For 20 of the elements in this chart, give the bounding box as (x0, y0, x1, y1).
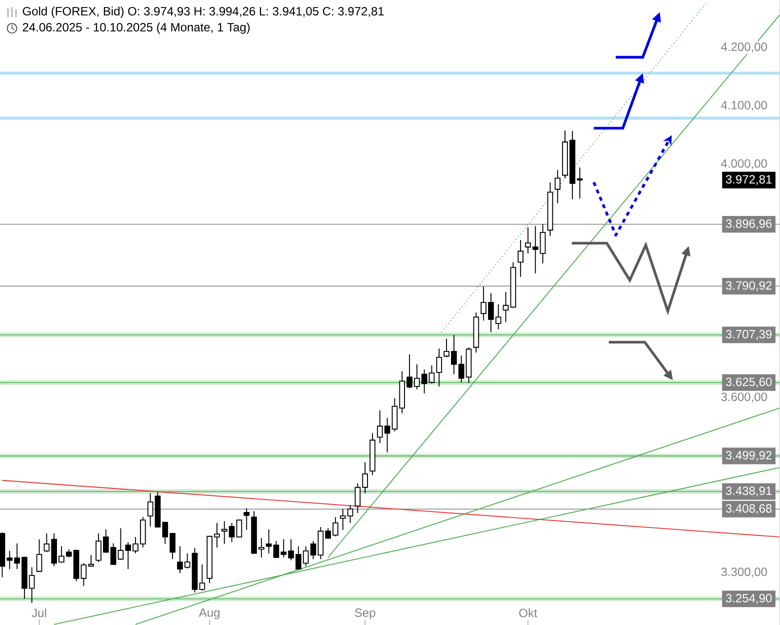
ref-line-label: 3.790,92 (726, 281, 772, 291)
y-tick-label: 3.600,00 (721, 392, 768, 402)
ref-line-label: 3.896,96 (726, 219, 772, 230)
y-tick-label: 4.200,00 (721, 42, 768, 52)
x-tick-label: Okt (519, 608, 538, 618)
y-tick-label: 3.300,00 (721, 567, 768, 578)
x-tick-label: Sep (354, 608, 376, 620)
text: 24.06.2025 - 10.10.2025 (4 Monate, 1 Tag) (22, 22, 250, 34)
x-tick-label: Aug (198, 608, 220, 620)
ref-line-label: 3.408,68 (726, 504, 772, 514)
y-tick-label: 4.000,00 (721, 159, 768, 169)
ref-line-label: 3.499,92 (726, 450, 772, 461)
ref-line-label: 3.438,91 (726, 486, 772, 496)
annotation: 3.972,81 (726, 174, 772, 185)
ref-line-label: 3.254,90 (726, 594, 772, 604)
ref-line-label: 3.625,60 (726, 377, 772, 388)
y-tick-label: 4.100,00 (721, 100, 768, 111)
ref-line-label: 3.707,39 (726, 330, 772, 340)
chart-title: Gold (FOREX, Bid) O: 3.974,93 H: 3.994,26 L: 3.941,05 C: 3.972,81 (22, 6, 384, 18)
x-tick-label: Jul (32, 608, 46, 618)
